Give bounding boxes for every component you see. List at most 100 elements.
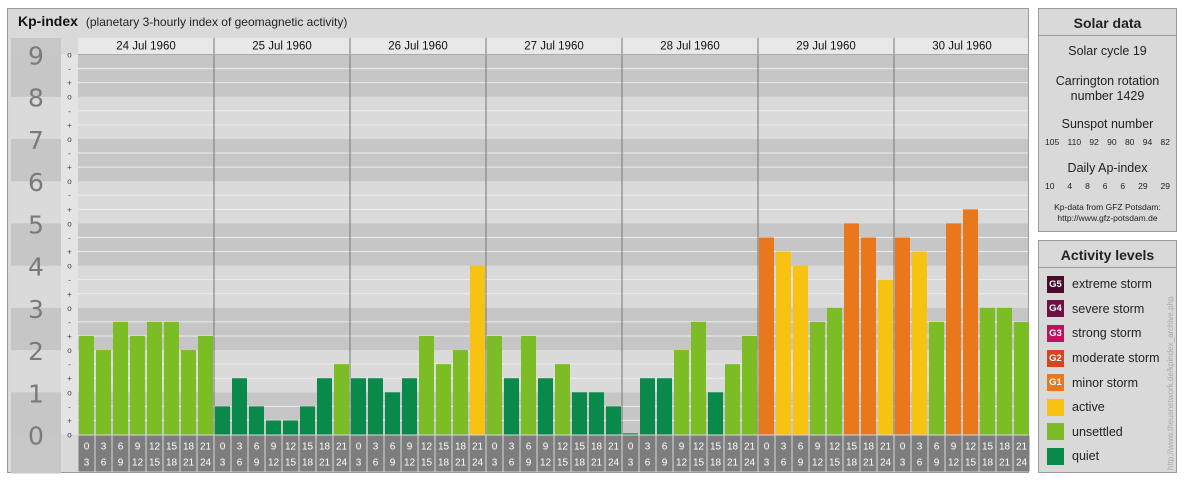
source-watermark: http://www.theusnetwork.de/kpindex_archi… (1166, 296, 1175, 470)
day-label: 24 Jul 1960 (116, 41, 175, 53)
interval-end-label: 18 (982, 458, 994, 469)
time-slot-box (792, 435, 809, 472)
time-slot-box (112, 435, 129, 472)
interval-end-label: 9 (254, 458, 260, 469)
interval-start-label: 6 (390, 442, 396, 453)
interval-start-label: 9 (271, 442, 277, 453)
kp-bar-quiet (368, 378, 383, 435)
y-band (78, 138, 1028, 182)
day-header-band (78, 38, 1028, 55)
y-tick-label: 4 (28, 253, 44, 282)
interval-start-label: 12 (693, 442, 705, 453)
interval-start-label: 9 (407, 442, 413, 453)
interval-end-label: 12 (948, 458, 960, 469)
minor-tick-label: + (67, 290, 72, 299)
kp-bar-quiet (402, 378, 417, 435)
kp-bar-unsettled (453, 350, 468, 435)
legend-label: severe storm (1072, 301, 1145, 316)
legend-swatch (1047, 447, 1064, 465)
interval-start-label: 21 (472, 442, 484, 453)
time-slot-box (401, 435, 418, 472)
legend-item: quiet (1039, 444, 1176, 469)
y-band-label (11, 181, 61, 224)
interval-end-label: 15 (149, 458, 161, 469)
ap-value: 6 (1120, 181, 1126, 191)
carrington-line2: number 1429 (1070, 89, 1145, 103)
source-link[interactable]: http://www.gfz-potsdam.de (1057, 213, 1158, 223)
interval-start-label: 0 (900, 442, 906, 453)
kp-bar-minor-storm (963, 209, 978, 435)
kp-bar-unsettled (79, 335, 94, 435)
interval-start-label: 9 (543, 442, 549, 453)
interval-end-label: 12 (404, 458, 416, 469)
activity-panel-title: Activity levels (1039, 241, 1176, 268)
interval-start-label: 3 (373, 442, 379, 453)
kp-bar-minor-storm (861, 237, 876, 435)
time-slot-box (180, 435, 197, 472)
time-slot-box (129, 435, 146, 472)
kp-bar-unsettled (521, 335, 536, 435)
time-slot-box (894, 435, 911, 472)
kp-bar-minor-storm (895, 237, 910, 435)
minor-tick-label: o (67, 304, 72, 313)
interval-end-label: 18 (846, 458, 858, 469)
legend-item: G1 minor storm (1039, 370, 1176, 395)
interval-start-label: 3 (101, 442, 107, 453)
time-slot-box (316, 435, 333, 472)
interval-end-label: 3 (900, 458, 906, 469)
kp-chart-panel: o + - o + - o + - o + - o + - o + - o + - o + - o + - o 0 1 2 3 4 5 6 7 8 9 24… (7, 8, 1030, 474)
legend-item: G2 moderate storm (1039, 346, 1176, 371)
minor-tick-label: + (67, 205, 72, 214)
time-slot-box (622, 435, 639, 472)
kp-bar-quiet (572, 392, 587, 435)
time-slot-box (418, 435, 435, 472)
kp-bar-quiet (300, 406, 315, 435)
interval-start-label: 15 (438, 442, 450, 453)
interval-start-label: 18 (999, 442, 1011, 453)
kp-bar-quiet (351, 378, 366, 435)
minor-tick-label: o (67, 177, 72, 186)
y-tick-label: 2 (28, 337, 44, 366)
minor-tick-label: o (67, 93, 72, 102)
kp-bar-active (912, 251, 927, 435)
interval-start-label: 21 (200, 442, 212, 453)
interval-start-label: 21 (608, 442, 620, 453)
interval-end-label: 6 (101, 458, 107, 469)
interval-end-label: 21 (591, 458, 603, 469)
legend-label: active (1072, 400, 1105, 415)
kp-bar-quiet (708, 392, 723, 435)
kp-bar-quiet (589, 392, 604, 435)
minor-tick-label: o (67, 388, 72, 397)
interval-start-label: 21 (1016, 442, 1028, 453)
time-slot-box (214, 435, 231, 472)
kp-bar-unsettled (147, 321, 162, 435)
interval-start-label: 9 (815, 442, 821, 453)
time-slot-box (486, 435, 503, 472)
interval-start-label: 18 (319, 442, 331, 453)
time-slot-box (503, 435, 520, 472)
minor-tick-label: - (68, 65, 71, 74)
minor-tick-column (61, 54, 78, 435)
minor-tick-label: + (67, 416, 72, 425)
minor-tick-label: - (68, 276, 71, 285)
legend-label: moderate storm (1072, 351, 1160, 366)
kp-bar-minor-storm (759, 237, 774, 435)
interval-end-label: 21 (319, 458, 331, 469)
time-slot-box (588, 435, 605, 472)
time-slot-box (690, 435, 707, 472)
legend-label: quiet (1072, 449, 1100, 464)
legend-swatch: G4 (1047, 300, 1064, 318)
legend-item: unsettled (1039, 420, 1176, 445)
interval-end-label: 3 (492, 458, 498, 469)
kp-bar-active (793, 265, 808, 435)
activity-legend: G5 extreme storm G4 severe storm G3 strong st… (1039, 268, 1176, 469)
interval-end-label: 3 (628, 458, 634, 469)
interval-start-label: 18 (863, 442, 875, 453)
interval-end-label: 6 (237, 458, 243, 469)
solar-panel-title: Solar data (1039, 9, 1176, 36)
y-band-label (11, 307, 61, 351)
interval-start-label: 15 (982, 442, 994, 453)
day-label: 27 Jul 1960 (524, 41, 583, 53)
interval-end-label: 21 (999, 458, 1011, 469)
solar-data-panel: Solar data Solar cycle 19 Carrington rot… (1038, 8, 1177, 232)
